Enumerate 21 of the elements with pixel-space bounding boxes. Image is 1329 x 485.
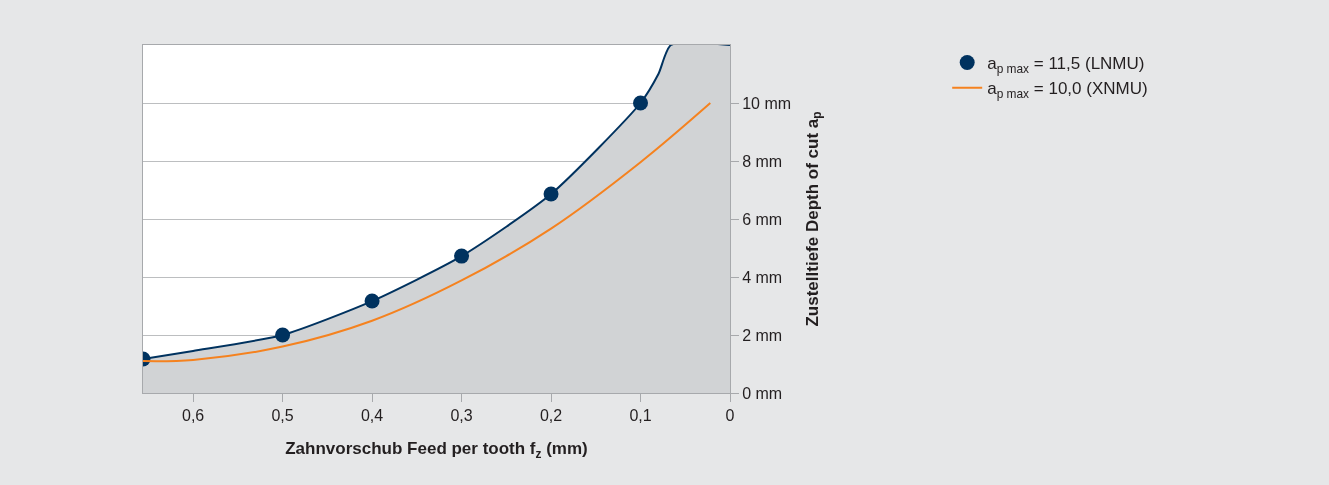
y-tick-label: 4 mm <box>742 268 783 286</box>
y-tick-label: 0 mm <box>742 384 783 402</box>
point <box>633 95 649 111</box>
x-tick-label: 0,4 <box>360 407 384 425</box>
x-tick-label: 0,6 <box>181 407 205 425</box>
point <box>543 186 559 202</box>
point <box>454 248 470 264</box>
y-tick-label: 8 mm <box>742 152 783 170</box>
x-tick-label: 0,3 <box>450 407 473 425</box>
point <box>364 293 380 309</box>
legend-label: a$_{p max}$ = 11,5 (LNMU) <box>987 54 1145 76</box>
x-tick-label: 0 <box>725 407 735 425</box>
y-tick-label: 10 mm <box>742 94 792 112</box>
x-tick-label: 0,5 <box>271 407 294 425</box>
x-tick-label: 0,1 <box>629 407 652 425</box>
x-axis-title: Zahnvorschub Feed per tooth f$_{z}$ (mm) <box>285 439 588 461</box>
legend-label: a$_{p max}$ = 10,0 (XNMU) <box>987 79 1148 101</box>
point <box>275 327 291 343</box>
x-tick-label: 0,2 <box>539 407 563 425</box>
y-tick-label: 6 mm <box>742 210 783 228</box>
y-tick-label: 2 mm <box>742 326 783 344</box>
